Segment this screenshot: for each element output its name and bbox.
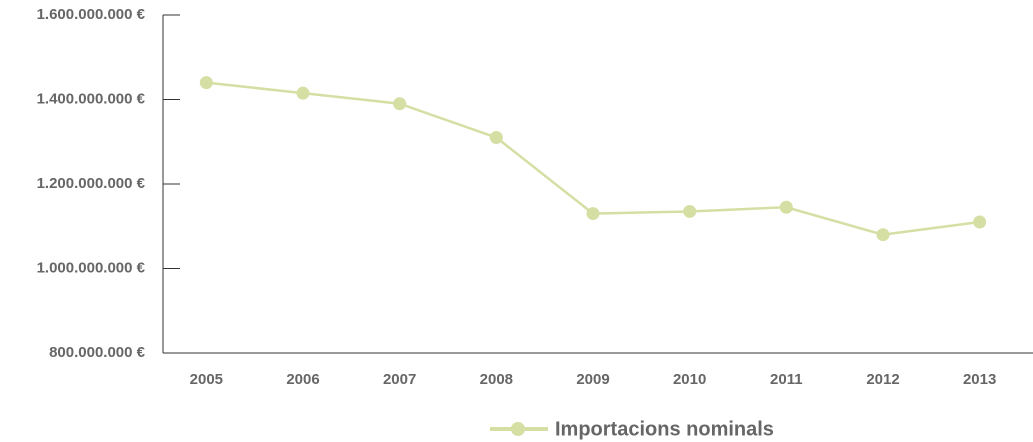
- x-tick-label: 2011: [770, 371, 803, 388]
- data-point: [199, 76, 213, 90]
- legend-marker: [511, 422, 525, 436]
- x-tick-label: 2005: [190, 371, 223, 388]
- x-tick-label: 2009: [576, 371, 609, 388]
- y-tick-label: 1.000.000.000 €: [37, 259, 146, 276]
- data-point: [779, 200, 793, 214]
- data-point: [296, 86, 310, 100]
- x-tick-label: 2012: [866, 371, 899, 388]
- x-tick-label: 2010: [673, 371, 706, 388]
- y-tick-label: 1.400.000.000 €: [37, 90, 146, 107]
- x-tick-label: 2006: [286, 371, 319, 388]
- data-point: [489, 131, 503, 145]
- y-tick-label: 800.000.000 €: [49, 344, 146, 361]
- y-tick-label: 1.600.000.000 €: [37, 6, 146, 23]
- data-point: [683, 204, 697, 218]
- x-tick-label: 2007: [383, 371, 416, 388]
- data-point: [586, 207, 600, 221]
- y-tick-label: 1.200.000.000 €: [37, 175, 146, 192]
- x-tick-label: 2013: [963, 371, 996, 388]
- data-point: [876, 228, 890, 242]
- data-point: [393, 97, 407, 111]
- data-point: [973, 215, 987, 229]
- x-tick-label: 2008: [480, 371, 513, 388]
- legend-label: Importacions nominals: [555, 418, 774, 440]
